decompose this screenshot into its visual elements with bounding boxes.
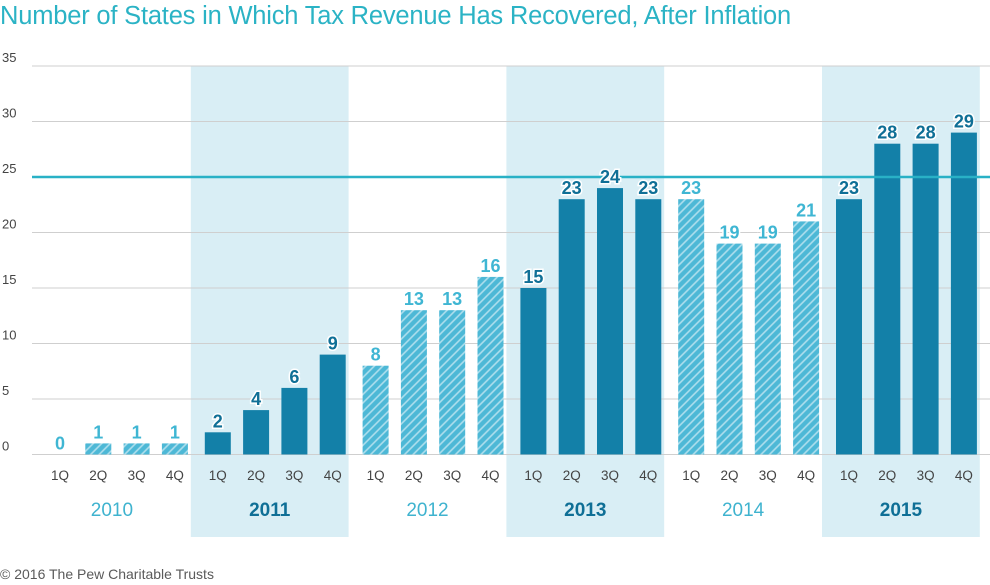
value-label: 13 <box>442 289 462 309</box>
year-label-2014: 2014 <box>722 500 765 521</box>
bar-2011-4Q <box>319 354 346 455</box>
value-label: 21 <box>796 200 816 220</box>
bar-2015-1Q <box>836 199 862 455</box>
bar-2015-4Q <box>950 132 977 455</box>
quarter-label: 2Q <box>247 468 265 483</box>
value-label: 23 <box>681 178 701 198</box>
bar-2012-3Q <box>439 310 466 455</box>
quarter-label: 1Q <box>209 468 227 483</box>
y-tick-label: 30 <box>2 106 16 121</box>
quarter-label: 4Q <box>955 468 973 483</box>
bar-2014-4Q <box>793 221 820 455</box>
value-label: 4 <box>251 389 261 409</box>
value-label: 23 <box>839 178 859 198</box>
quarter-label: 1Q <box>524 468 542 483</box>
bar-2012-2Q <box>400 310 427 455</box>
bar-2010-2Q <box>85 443 112 455</box>
bar-2014-2Q <box>716 243 743 455</box>
y-tick-label: 10 <box>2 328 16 343</box>
value-label: 1 <box>170 422 180 442</box>
y-tick-label: 15 <box>2 272 16 287</box>
bar-2011-1Q <box>204 432 231 455</box>
value-label: 28 <box>877 123 897 143</box>
bar-2013-4Q <box>635 199 662 455</box>
y-tick-label: 20 <box>2 217 16 232</box>
year-label-2010: 2010 <box>91 500 133 521</box>
value-label: 8 <box>371 345 381 365</box>
bar-2014-1Q <box>678 199 705 455</box>
value-label: 28 <box>916 123 936 143</box>
y-tick-label: 35 <box>2 50 16 65</box>
bar-2011-3Q <box>281 387 308 455</box>
quarter-label: 3Q <box>443 468 461 483</box>
quarter-label: 2Q <box>405 468 423 483</box>
quarter-label: 3Q <box>601 468 619 483</box>
bar-2011-2Q <box>243 410 270 455</box>
year-label-2011: 2011 <box>249 500 291 521</box>
value-label: 29 <box>954 112 974 132</box>
quarter-label: 3Q <box>759 468 777 483</box>
quarter-label: 2Q <box>878 468 896 483</box>
bar-2013-3Q <box>597 188 623 455</box>
value-label: 15 <box>523 267 543 287</box>
quarter-label: 1Q <box>367 468 385 483</box>
value-label: 6 <box>289 367 299 387</box>
copyright-credit: © 2016 The Pew Charitable Trusts <box>0 566 214 582</box>
value-label: 23 <box>562 178 582 198</box>
value-label: 1 <box>93 422 103 442</box>
year-label-2015: 2015 <box>880 500 923 521</box>
quarter-label: 3Q <box>285 468 303 483</box>
bar-2013-1Q <box>520 288 547 455</box>
y-tick-label: 5 <box>2 383 9 398</box>
value-label: 23 <box>638 178 658 198</box>
quarter-label: 3Q <box>917 468 935 483</box>
quarter-label: 2Q <box>89 468 107 483</box>
year-label-2012: 2012 <box>406 500 448 521</box>
value-label: 24 <box>600 167 620 187</box>
bar-2015-3Q <box>912 143 939 455</box>
value-label: 19 <box>758 223 778 243</box>
quarter-label: 4Q <box>639 468 657 483</box>
bar-2014-3Q <box>754 243 781 455</box>
value-label: 2 <box>213 411 223 431</box>
quarter-label: 1Q <box>682 468 700 483</box>
year-band-2011 <box>190 66 349 537</box>
quarter-label: 2Q <box>720 468 738 483</box>
quarter-label: 2Q <box>563 468 581 483</box>
y-axis: 0 5 10 15 20 25 30 35 <box>2 50 16 454</box>
chart-title: Number of States in Which Tax Revenue Ha… <box>0 2 791 30</box>
quarter-label: 4Q <box>797 468 815 483</box>
quarter-label: 3Q <box>128 468 146 483</box>
value-label: 9 <box>328 334 338 354</box>
bar-2010-4Q <box>161 443 188 455</box>
value-label: 16 <box>480 256 500 276</box>
bar-2015-2Q <box>874 143 901 455</box>
value-label: 1 <box>132 422 142 442</box>
bar-2013-2Q <box>558 199 585 455</box>
year-label-2013: 2013 <box>564 500 606 521</box>
quarter-label: 1Q <box>51 468 69 483</box>
bars <box>85 132 977 455</box>
quarter-label: 4Q <box>324 468 342 483</box>
y-tick-label: 0 <box>2 439 9 454</box>
y-tick-label: 25 <box>2 161 16 176</box>
value-label: 0 <box>55 434 65 454</box>
quarter-label: 1Q <box>840 468 858 483</box>
value-label: 13 <box>404 289 424 309</box>
quarter-label: 4Q <box>166 468 184 483</box>
value-label: 19 <box>719 223 739 243</box>
bar-2010-3Q <box>123 443 150 455</box>
bar-2012-4Q <box>477 276 504 455</box>
x-axis: 1Q 2Q 3Q 4Q 2010 1Q 2Q 3Q 4Q 2011 1Q 2Q 3Q 4Q 2012 1Q 2Q… <box>51 468 973 521</box>
quarter-label: 4Q <box>481 468 499 483</box>
bar-2012-1Q <box>362 365 389 455</box>
